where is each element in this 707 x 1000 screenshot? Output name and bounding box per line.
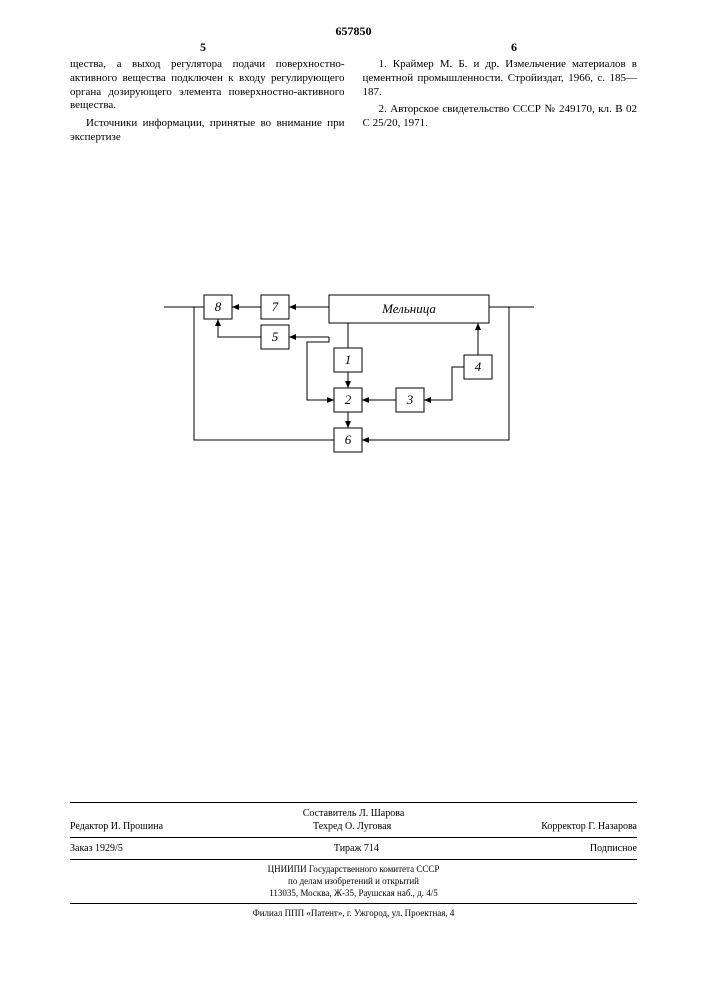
- svg-text:4: 4: [474, 359, 481, 374]
- column-number-right: 6: [511, 40, 517, 55]
- page-number: 657850: [336, 24, 372, 39]
- footer-sub: Подписное: [590, 842, 637, 855]
- svg-text:2: 2: [344, 392, 351, 407]
- svg-text:6: 6: [344, 432, 351, 447]
- footer-org-line1: ЦНИИПИ Государственного комитета СССР: [70, 864, 637, 876]
- block-diagram: Мельница 8 7 5 1 2 3 4 6: [164, 290, 544, 493]
- left-column: щества, а выход регулятора подачи поверх…: [70, 58, 345, 149]
- footer-tirage: Тираж 714: [334, 842, 379, 855]
- paragraph: 2. Авторское свидетельство СССР № 249170…: [363, 103, 638, 131]
- svg-text:1: 1: [344, 352, 351, 367]
- footer-editor: Редактор И. Прошина: [70, 820, 163, 833]
- svg-text:3: 3: [405, 392, 413, 407]
- footer-org-line2: по делам изобретений и открытий: [70, 876, 637, 888]
- paragraph: 1. Краймер М. Б. и др. Измельчение матер…: [363, 58, 638, 99]
- footer-corrector: Корректор Г. Назарова: [541, 820, 637, 833]
- footer-order: Заказ 1929/5: [70, 842, 123, 855]
- svg-text:5: 5: [271, 329, 278, 344]
- footer-addr1: 113035, Москва, Ж-35, Раушская наб., д. …: [70, 888, 637, 900]
- footer-tehred: Техред О. Луговая: [313, 820, 391, 833]
- svg-text:7: 7: [271, 299, 278, 314]
- footer: Составитель Л. Шарова Редактор И. Прошин…: [70, 802, 637, 920]
- svg-text:8: 8: [214, 299, 221, 314]
- footer-compiler: Составитель Л. Шарова: [70, 807, 637, 820]
- paragraph: Источники информации, принятые во вниман…: [70, 117, 345, 145]
- column-number-left: 5: [200, 40, 206, 55]
- footer-addr2: Филиал ППП «Патент», г. Ужгород, ул. Про…: [70, 908, 637, 920]
- text-columns: щества, а выход регулятора подачи поверх…: [70, 58, 637, 149]
- paragraph: щества, а выход регулятора подачи поверх…: [70, 58, 345, 113]
- svg-text:Мельница: Мельница: [381, 301, 436, 316]
- right-column: 1. Краймер М. Б. и др. Измельчение матер…: [363, 58, 638, 149]
